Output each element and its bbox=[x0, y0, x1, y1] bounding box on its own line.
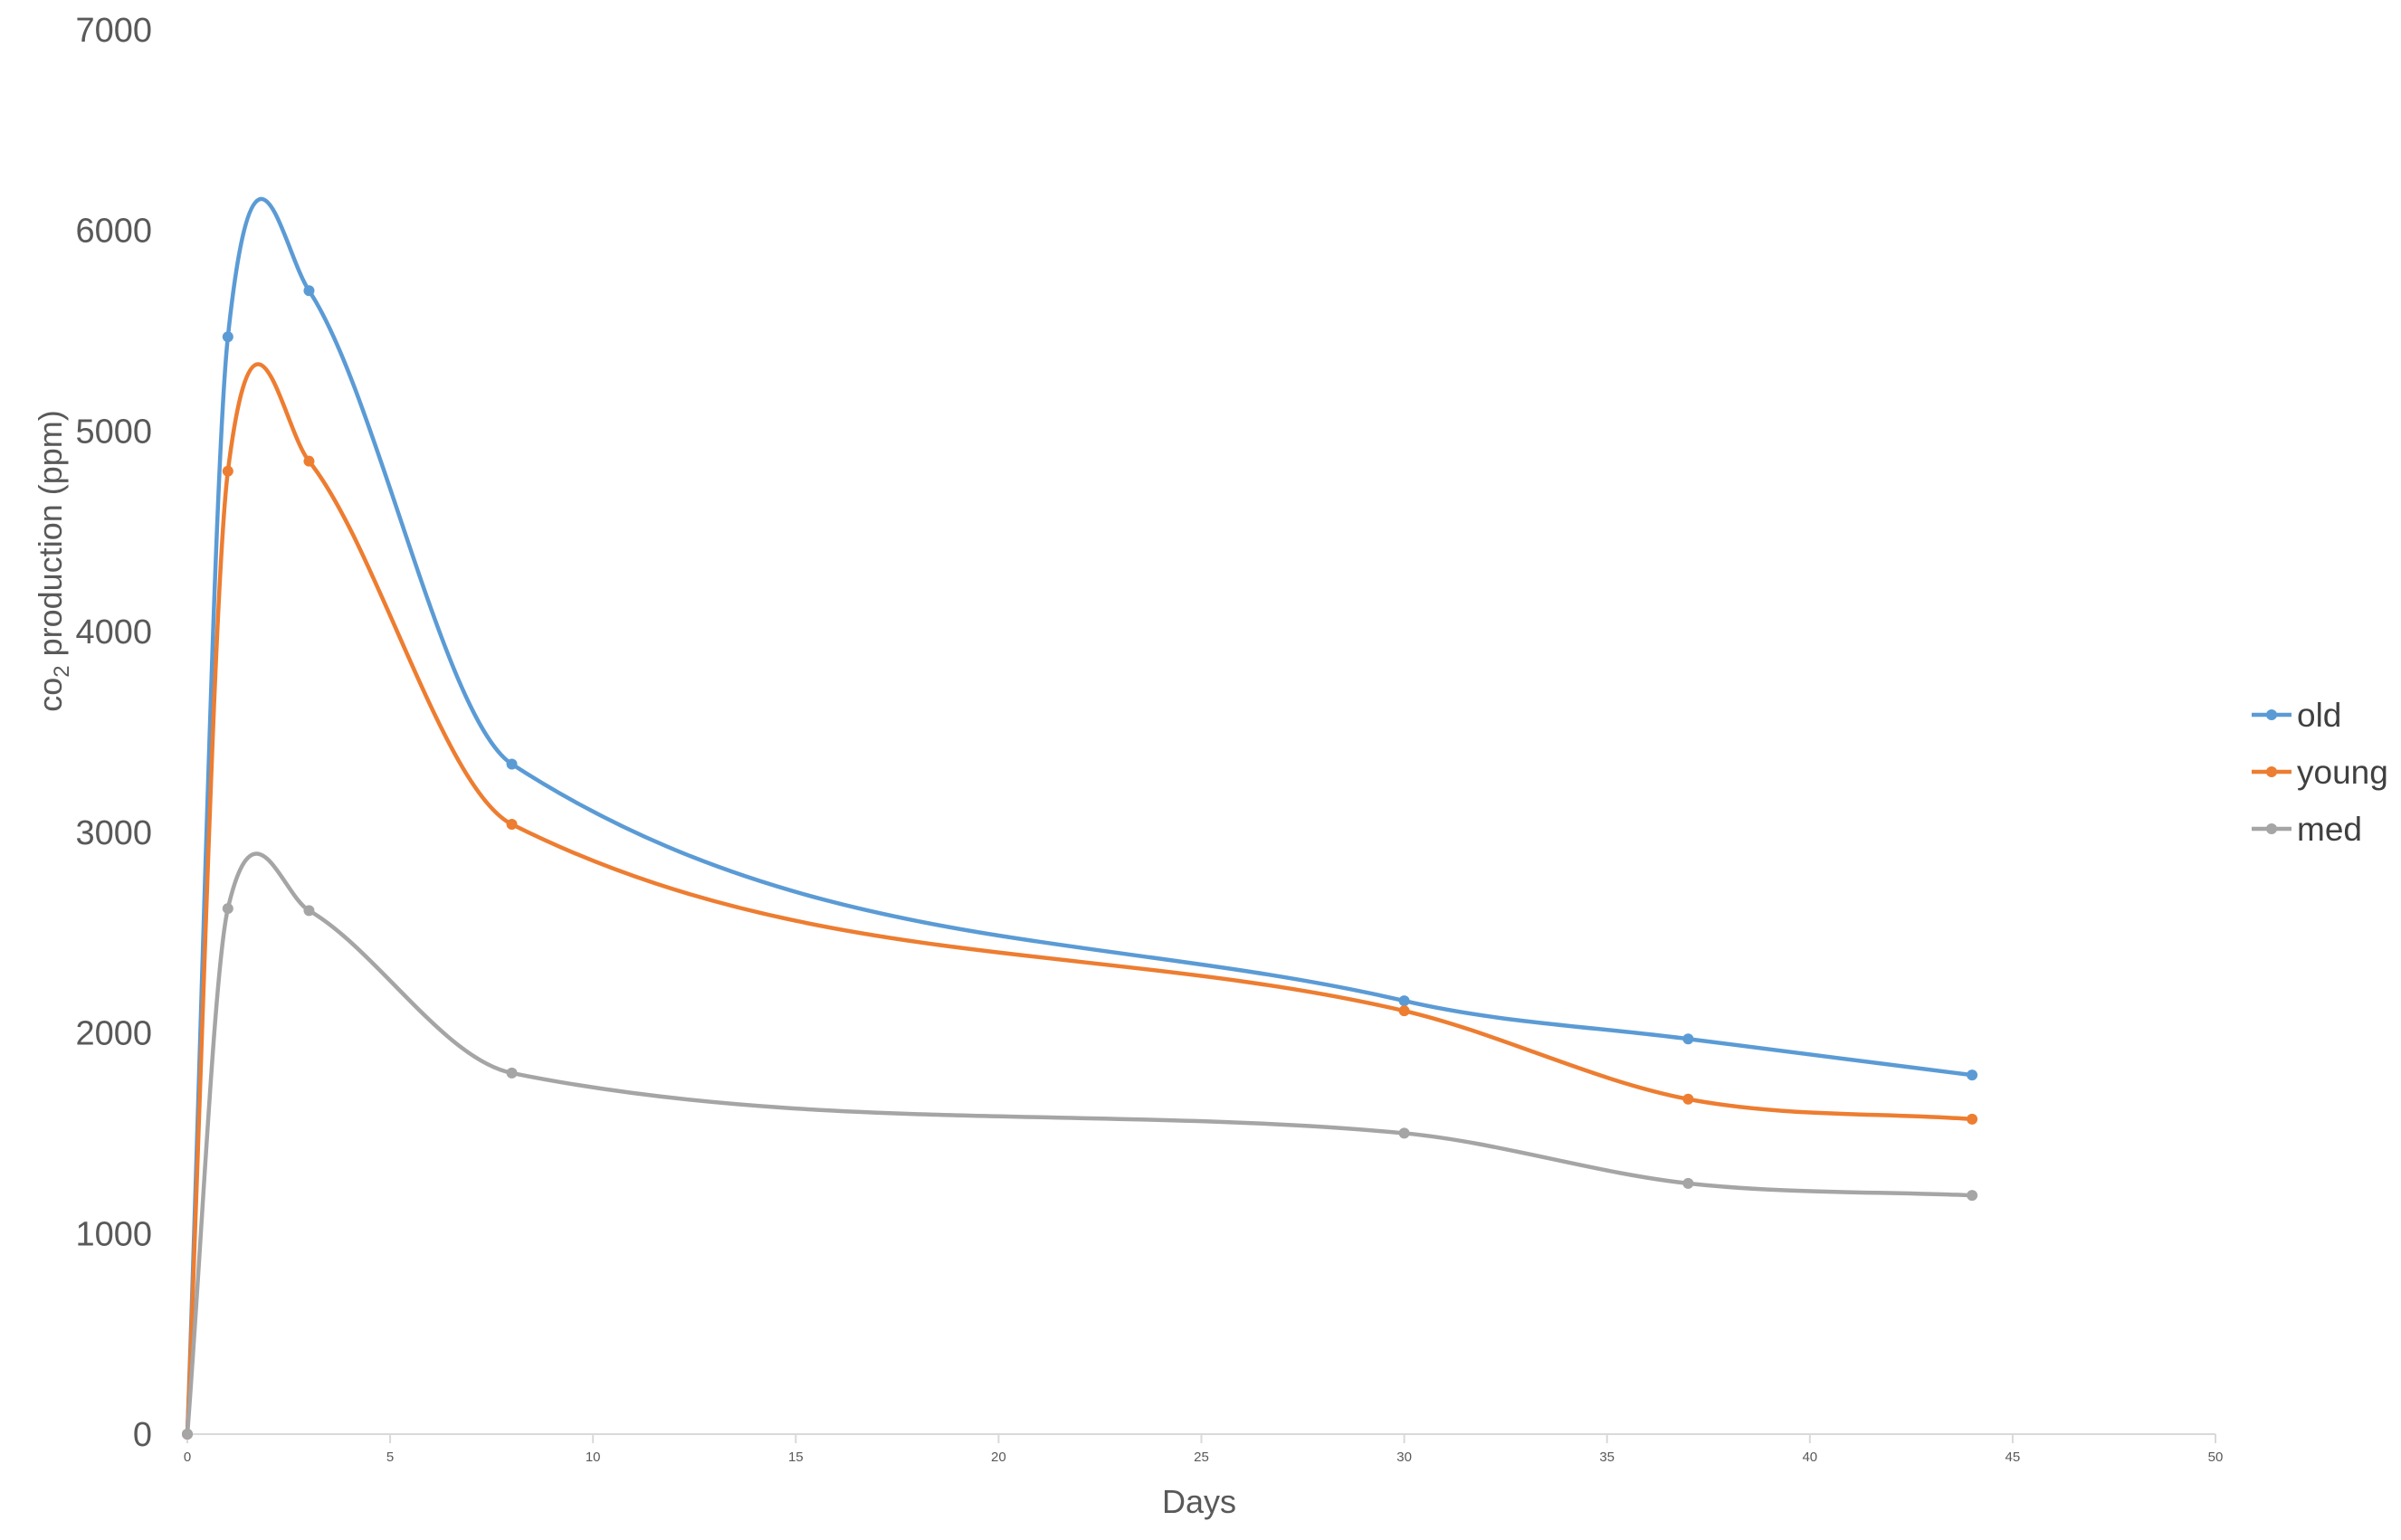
data-point-young bbox=[303, 455, 315, 467]
legend-swatch-marker bbox=[2266, 823, 2277, 834]
data-point-old bbox=[1398, 995, 1410, 1007]
series-old bbox=[182, 196, 1978, 1440]
data-point-young bbox=[1682, 1093, 1694, 1105]
data-point-old bbox=[222, 331, 233, 343]
legend-swatch-marker bbox=[2266, 766, 2277, 777]
series-line-young bbox=[185, 362, 1973, 1435]
legend-item-young: young bbox=[2252, 754, 2388, 791]
data-point-med bbox=[303, 905, 315, 917]
x-tick-label: 45 bbox=[2006, 1450, 2021, 1465]
y-tick-label: 4000 bbox=[75, 613, 152, 651]
x-tick-label: 50 bbox=[2208, 1450, 2224, 1465]
series-line-old bbox=[185, 196, 1973, 1435]
data-point-med bbox=[506, 1067, 518, 1079]
data-point-old bbox=[506, 758, 518, 770]
data-point-med bbox=[182, 1429, 193, 1440]
data-point-young bbox=[506, 818, 518, 830]
y-tick-label: 7000 bbox=[75, 12, 152, 50]
legend-label: young bbox=[2297, 754, 2388, 791]
x-tick-label: 5 bbox=[386, 1450, 394, 1465]
data-point-med bbox=[1398, 1127, 1410, 1139]
y-tick-label: 6000 bbox=[75, 213, 152, 251]
x-axis-title: Days bbox=[1162, 1483, 1236, 1520]
y-axis-title-rest: production (ppm) bbox=[32, 410, 69, 665]
x-tick-label: 15 bbox=[788, 1450, 804, 1465]
x-tick-label: 20 bbox=[991, 1450, 1006, 1465]
y-tick-label: 5000 bbox=[75, 413, 152, 451]
data-point-old bbox=[1967, 1069, 1978, 1081]
data-point-old bbox=[303, 285, 315, 297]
series-med bbox=[182, 851, 1978, 1440]
legend-swatch-marker bbox=[2266, 709, 2277, 720]
data-point-med bbox=[1682, 1177, 1694, 1189]
y-tick-label: 0 bbox=[133, 1416, 152, 1454]
data-point-young bbox=[1967, 1113, 1978, 1125]
series-line-med bbox=[185, 851, 1973, 1435]
y-tick-label: 2000 bbox=[75, 1015, 152, 1053]
x-tick-label: 30 bbox=[1396, 1450, 1412, 1465]
series-layer bbox=[182, 196, 1978, 1440]
legend-item-med: med bbox=[2252, 811, 2362, 848]
data-point-old bbox=[1682, 1033, 1694, 1045]
legend: old young med bbox=[2252, 697, 2388, 848]
y-axis-title-main: co bbox=[32, 678, 69, 712]
x-tick-label: 0 bbox=[184, 1450, 191, 1465]
y-axis-title: co2 production (ppm) bbox=[32, 410, 74, 712]
y-axis-ticks: 0 1000 2000 3000 4000 5000 6000 7000 bbox=[75, 12, 152, 1454]
legend-item-old: old bbox=[2252, 697, 2341, 734]
data-point-young bbox=[222, 465, 233, 477]
y-tick-label: 3000 bbox=[75, 814, 152, 852]
data-point-young bbox=[1398, 1005, 1410, 1017]
legend-label: old bbox=[2297, 697, 2341, 734]
series-young bbox=[182, 362, 1978, 1440]
data-point-med bbox=[222, 903, 233, 915]
x-tick-label: 10 bbox=[586, 1450, 601, 1465]
y-tick-label: 1000 bbox=[75, 1215, 152, 1253]
legend-label: med bbox=[2297, 811, 2362, 848]
x-axis: 0 5 10 15 20 25 30 35 40 45 50 bbox=[184, 1433, 2224, 1465]
x-tick-label: 35 bbox=[1599, 1450, 1615, 1465]
y-axis-title-subscript: 2 bbox=[50, 665, 74, 677]
x-tick-label: 40 bbox=[1802, 1450, 1817, 1465]
data-point-med bbox=[1967, 1190, 1978, 1202]
x-tick-label: 25 bbox=[1194, 1450, 1209, 1465]
